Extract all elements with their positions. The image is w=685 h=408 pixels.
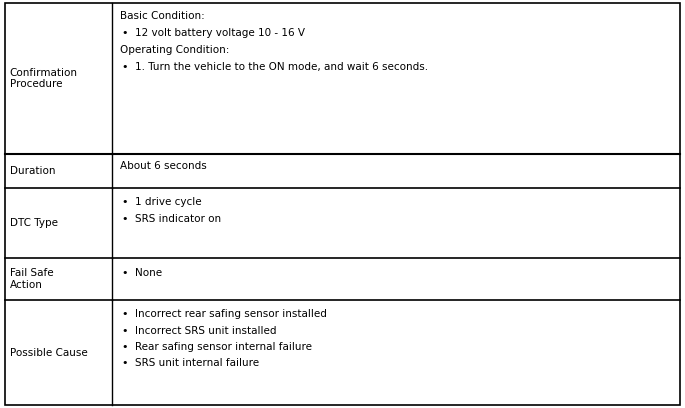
Text: About 6 seconds: About 6 seconds [120,161,207,171]
Text: Duration: Duration [10,166,55,176]
Text: 12 volt battery voltage 10 - 16 V: 12 volt battery voltage 10 - 16 V [135,28,306,38]
Text: SRS indicator on: SRS indicator on [135,214,221,224]
Text: •: • [121,358,127,368]
Text: Rear safing sensor internal failure: Rear safing sensor internal failure [135,342,312,352]
Text: DTC Type: DTC Type [10,218,58,228]
Text: •: • [121,62,127,72]
Text: •: • [121,268,127,278]
Text: Operating Condition:: Operating Condition: [120,45,229,55]
Text: Fail Safe
Action: Fail Safe Action [10,268,53,290]
Text: •: • [121,28,127,38]
Text: •: • [121,214,127,224]
Text: •: • [121,197,127,208]
Text: Confirmation
Procedure: Confirmation Procedure [10,68,77,89]
Text: Incorrect rear safing sensor installed: Incorrect rear safing sensor installed [135,309,327,319]
Text: 1. Turn the vehicle to the ON mode, and wait 6 seconds.: 1. Turn the vehicle to the ON mode, and … [135,62,428,72]
Text: •: • [121,342,127,352]
Text: •: • [121,309,127,319]
Text: SRS unit internal failure: SRS unit internal failure [135,358,260,368]
Text: •: • [121,326,127,335]
Text: Incorrect SRS unit installed: Incorrect SRS unit installed [135,326,277,335]
Text: Possible Cause: Possible Cause [10,348,88,357]
Text: None: None [135,268,162,278]
Text: Basic Condition:: Basic Condition: [120,11,205,21]
Text: 1 drive cycle: 1 drive cycle [135,197,202,208]
